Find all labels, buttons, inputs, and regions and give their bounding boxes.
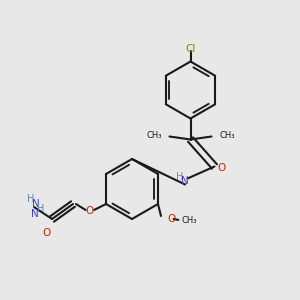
Text: O: O [167, 214, 175, 224]
Text: N: N [32, 199, 39, 209]
Text: O: O [85, 206, 94, 217]
Text: N: N [31, 208, 38, 219]
Text: N: N [181, 176, 189, 187]
Text: H: H [27, 194, 35, 205]
Text: Cl: Cl [185, 44, 196, 55]
Text: CH₃: CH₃ [219, 130, 235, 140]
Text: O: O [42, 227, 50, 238]
Text: O: O [218, 163, 226, 173]
Text: CH₃: CH₃ [146, 130, 162, 140]
Text: H: H [37, 203, 44, 214]
Text: CH₃: CH₃ [182, 216, 197, 225]
Text: H: H [176, 172, 184, 182]
